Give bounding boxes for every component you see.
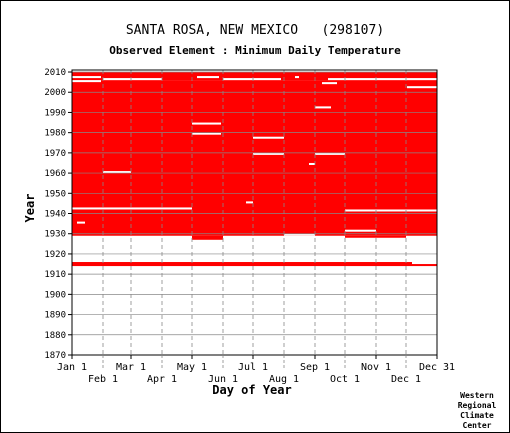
chart-title: SANTA ROSA, NEW MEXICO (298107): [125, 23, 385, 38]
missing-block: [315, 106, 331, 109]
x-tick-label: Feb 1: [88, 374, 118, 385]
observed-block: [345, 235, 406, 238]
data-blocks: [72, 72, 437, 267]
y-axis-label: Year: [23, 194, 37, 223]
y-tick-label: 1920: [44, 250, 66, 260]
chart-subtitle: Observed Element : Minimum Daily Tempera…: [109, 44, 401, 57]
observed-block: [72, 262, 412, 267]
missing-block: [192, 122, 221, 125]
y-tick-label: 1950: [44, 189, 66, 199]
x-tick-label: Mar 1: [116, 362, 146, 373]
grid-lines: [72, 70, 437, 356]
observed-block: [72, 80, 437, 236]
x-tick-label: Dec 1: [391, 374, 421, 385]
y-tick-label: 1980: [44, 129, 66, 139]
missing-block: [192, 132, 221, 135]
credit-line: Center: [462, 421, 492, 430]
missing-block: [407, 86, 437, 89]
y-tick-label: 1880: [44, 331, 66, 341]
y-tick-label: 1940: [44, 210, 66, 220]
credit-line: Regional: [457, 401, 497, 410]
missing-block: [253, 136, 284, 139]
missing-block: [72, 80, 101, 83]
x-tick-label: Aug 1: [269, 374, 299, 385]
missing-block: [72, 207, 192, 210]
missing-block: [295, 76, 299, 79]
x-tick-label: Oct 1: [330, 374, 360, 385]
missing-block: [322, 82, 337, 85]
x-tick-label: Dec 31: [419, 362, 455, 373]
missing-block: [309, 162, 315, 165]
missing-block: [72, 76, 101, 79]
missing-block: [328, 78, 437, 81]
missing-block: [345, 229, 376, 232]
y-tick-label: 1930: [44, 230, 66, 240]
x-tick-label: Jan 1: [57, 362, 87, 373]
missing-block: [103, 78, 162, 81]
y-tick-label: 1900: [44, 290, 66, 300]
x-tick-label: Sep 1: [300, 362, 330, 373]
missing-block: [315, 152, 345, 155]
y-tick-label: 1990: [44, 108, 66, 118]
missing-block: [246, 201, 253, 204]
missing-block: [284, 233, 315, 236]
credit-line: Western: [460, 391, 494, 400]
x-tick-label: Jun 1: [208, 374, 238, 385]
missing-block: [197, 76, 219, 79]
axes: 1870 1880 1890 1900 1910 1920 1930 1940 1950 1960…: [44, 68, 455, 385]
x-axis-label: Day of Year: [212, 383, 291, 397]
missing-block: [103, 171, 131, 174]
observed-block: [192, 235, 223, 240]
missing-block: [77, 221, 85, 224]
missing-block: [253, 152, 284, 155]
y-tick-label: 2010: [44, 68, 66, 78]
x-tick-label: Apr 1: [147, 374, 177, 385]
observed-block: [412, 264, 437, 267]
observed-block: [72, 72, 437, 81]
x-tick-label: May 1: [177, 362, 207, 373]
y-tick-label: 1890: [44, 311, 66, 321]
y-tick-label: 1910: [44, 270, 66, 280]
y-tick-label: 2000: [44, 88, 66, 98]
credit-block: Western Regional Climate Center: [452, 391, 502, 431]
plot-border: [71, 69, 438, 356]
y-tick-label: 1970: [44, 149, 66, 159]
missing-block: [223, 78, 281, 81]
missing-block: [345, 209, 437, 212]
x-tick-label: Nov 1: [361, 362, 391, 373]
y-tick-label: 1870: [44, 351, 66, 361]
credit-line: Climate: [460, 411, 494, 420]
y-tick-label: 1960: [44, 169, 66, 179]
x-tick-label: Jul 1: [238, 362, 268, 373]
